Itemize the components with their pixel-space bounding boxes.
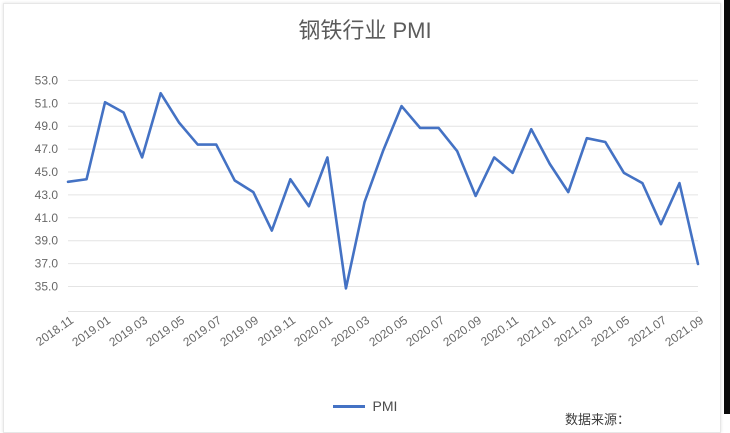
- svg-text:49.0: 49.0: [35, 119, 59, 133]
- svg-text:35.0: 35.0: [35, 280, 59, 294]
- svg-text:47.0: 47.0: [35, 142, 59, 156]
- svg-text:45.0: 45.0: [35, 165, 59, 179]
- svg-text:41.0: 41.0: [35, 211, 59, 225]
- svg-text:51.0: 51.0: [35, 96, 59, 110]
- svg-text:43.0: 43.0: [35, 188, 59, 202]
- svg-text:39.0: 39.0: [35, 234, 59, 248]
- svg-text:53.0: 53.0: [35, 73, 59, 87]
- svg-text:37.0: 37.0: [35, 257, 59, 271]
